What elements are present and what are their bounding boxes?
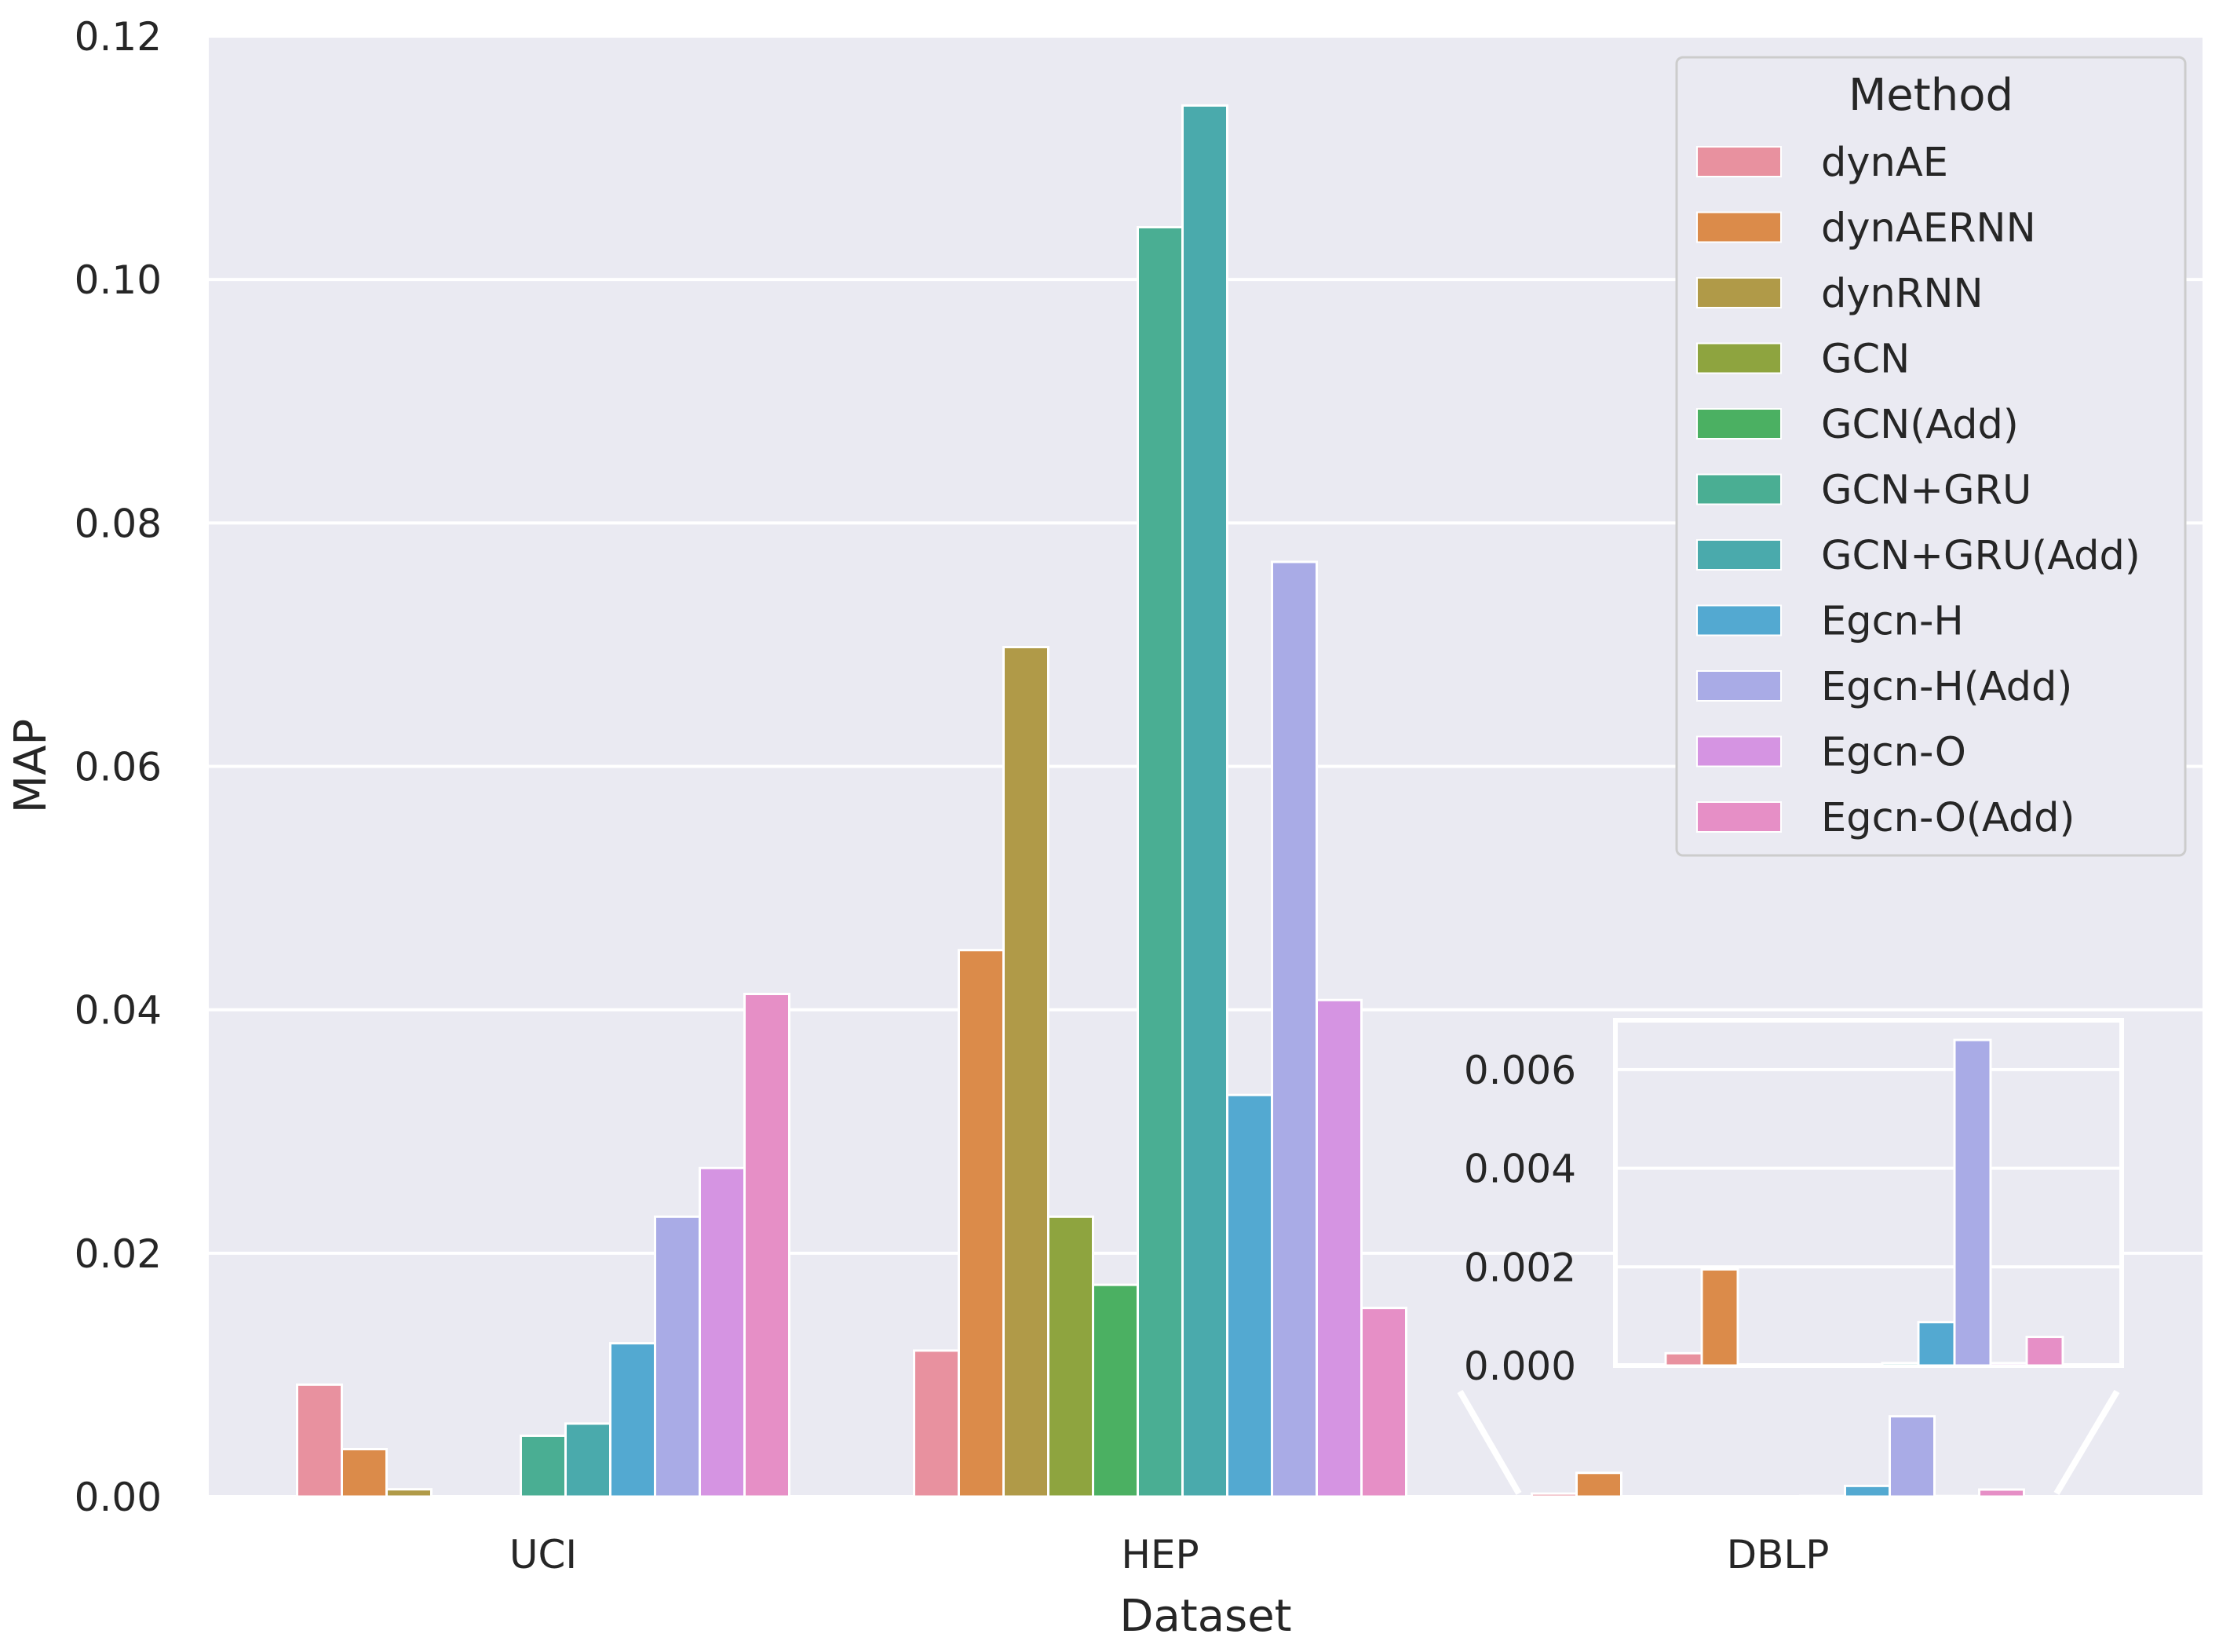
legend-title: Method (1849, 70, 2013, 121)
y-tick-label: 0.02 (75, 1231, 162, 1277)
y-tick-label: 0.00 (75, 1475, 162, 1520)
bar-dblp-dynaernn (1575, 1471, 1622, 1498)
legend: Method dynAE dynAERNN dynRNN GCN GCN(Add) GCN… (1675, 56, 2187, 857)
y-tick-label: 0.06 (75, 745, 162, 790)
bar-hep-egcn-h-add- (1271, 560, 1318, 1498)
bar-hep-dynrnn (1002, 646, 1049, 1498)
legend-frame (1675, 56, 2187, 857)
inset-background (1613, 1018, 2124, 1368)
x-tick-label: DBLP (1727, 1532, 1830, 1577)
inset-bar-egcn-h-add- (1953, 1038, 1992, 1367)
legend-label: GCN+GRU (1821, 468, 2031, 514)
bar-uci-dynaernn (341, 1448, 388, 1498)
bar-hep-gcn-gru-add- (1181, 104, 1228, 1498)
x-tick-label: UCI (509, 1532, 577, 1577)
bar-dblp-egcn-h (1844, 1484, 1891, 1498)
legend-swatch (1696, 670, 1782, 702)
legend-swatch (1696, 604, 1782, 636)
inset-bar-egcn-o-add- (2025, 1336, 2064, 1367)
bar-uci-egcn-h-add- (654, 1215, 701, 1498)
legend-label: Egcn-O(Add) (1821, 795, 2075, 841)
legend-label: Egcn-H(Add) (1821, 664, 2072, 710)
inset-bar-dynae (1664, 1351, 1703, 1367)
inset-bar-egcn-h (1917, 1321, 1956, 1367)
y-tick-label: 0.12 (75, 14, 162, 60)
inset-bars (1664, 1038, 2064, 1367)
inset-y-tick-label: 0.004 (1464, 1147, 1576, 1192)
inset-y-tick-label: 0.002 (1464, 1245, 1576, 1290)
inset-y-axis-ticks: 0.000 0.002 0.004 0.006 (1464, 1048, 1576, 1389)
x-axis-ticks: UCI HEP DBLP (509, 1532, 1830, 1577)
bar-uci-gcn-gru-add- (564, 1422, 611, 1498)
y-tick-label: 0.08 (75, 501, 162, 546)
bar-uci-egcn-h (609, 1342, 656, 1498)
legend-swatch (1696, 473, 1782, 505)
bar-dblp-egcn-o (1933, 1494, 1980, 1498)
legend-label: GCN(Add) (1821, 402, 2019, 448)
legend-label: dynAE (1821, 140, 1948, 186)
bar-uci-egcn-o (699, 1166, 746, 1498)
bar-hep-dynae (913, 1349, 960, 1498)
bar-uci-dynae (296, 1383, 343, 1498)
legend-swatch (1696, 801, 1782, 833)
bar-dblp-egcn-h-add- (1889, 1415, 1936, 1498)
bar-hep-egcn-o-add- (1360, 1307, 1407, 1498)
bar-hep-egcn-o (1316, 998, 1363, 1498)
inset-bar-dynaernn (1700, 1267, 1739, 1367)
legend-swatch (1696, 735, 1782, 768)
legend-label: GCN+GRU(Add) (1821, 533, 2141, 579)
y-axis-ticks: 0.00 0.02 0.04 0.06 0.08 0.10 0.12 (75, 14, 162, 1520)
bar-dblp-dynae (1531, 1492, 1578, 1498)
bar-uci-gcn-gru (520, 1434, 567, 1498)
bar-hep-gcn (1047, 1215, 1094, 1498)
legend-swatch (1696, 408, 1782, 439)
legend-swatch (1696, 539, 1782, 571)
inset-connectors (1457, 1389, 2120, 1496)
legend-swatch (1696, 277, 1782, 308)
inset-bar-egcn-o (1989, 1362, 2028, 1367)
legend-label: Egcn-H (1821, 599, 1964, 645)
legend-label: dynAERNN (1821, 206, 2036, 252)
bar-uci-dynrnn (385, 1488, 432, 1498)
bar-uci-egcn-o-add- (743, 993, 790, 1498)
legend-swatch (1696, 146, 1782, 177)
bar-hep-gcn-add- (1092, 1283, 1139, 1498)
bar-hep-gcn-gru (1137, 225, 1184, 1498)
bar-hep-egcn-h (1226, 1093, 1273, 1498)
bars (296, 104, 2025, 1498)
y-axis-title: MAP (5, 719, 57, 813)
legend-label: Egcn-O (1821, 730, 1966, 776)
legend-label: GCN (1821, 337, 1910, 383)
y-tick-label: 0.10 (75, 257, 162, 303)
x-tick-label: HEP (1121, 1532, 1199, 1577)
inset-y-tick-label: 0.006 (1464, 1048, 1576, 1093)
legend-swatch (1696, 342, 1782, 374)
inset-bar-gcn-gru-add- (1881, 1362, 1920, 1367)
legend-swatch (1696, 211, 1782, 243)
inset-zoom: 0.000 0.002 0.004 0.006 (1464, 1018, 2124, 1389)
bar-hep-dynaernn (958, 949, 1005, 1498)
bar-dblp-egcn-o-add- (1978, 1488, 2025, 1498)
y-tick-label: 0.04 (75, 988, 162, 1034)
inset-y-tick-label: 0.000 (1464, 1344, 1576, 1389)
legend-label: dynRNN (1821, 271, 1984, 317)
bar-dblp-gcn-gru-add- (1799, 1494, 1846, 1498)
x-axis-title: Dataset (1119, 1591, 1291, 1642)
